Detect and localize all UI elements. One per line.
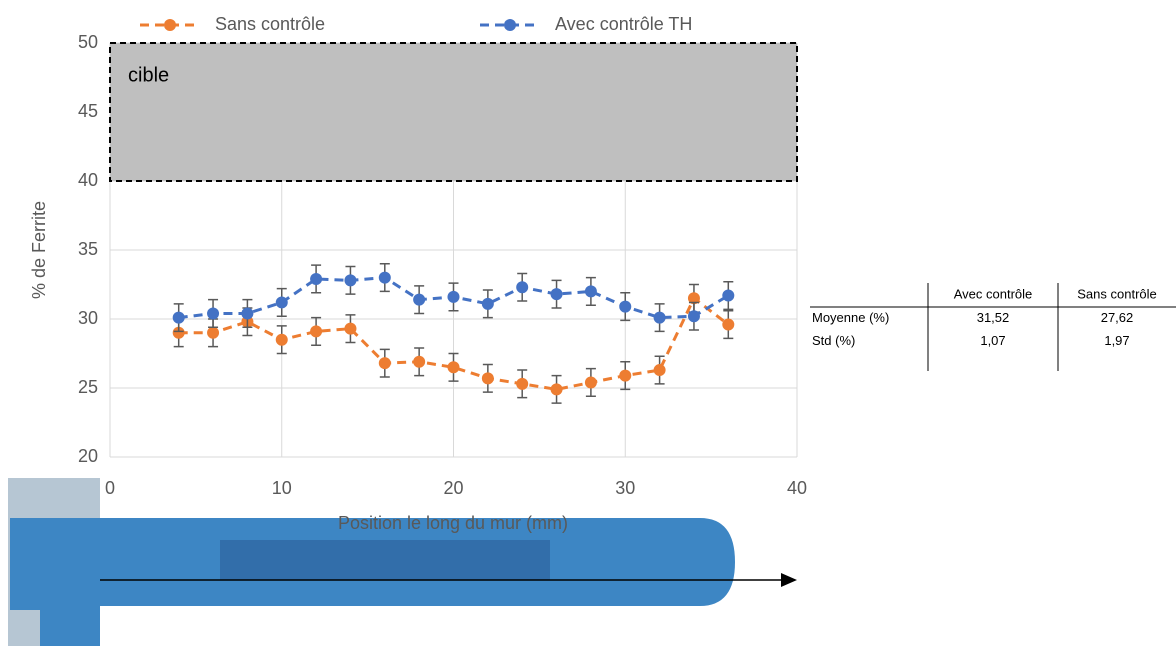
data-point — [687, 292, 700, 305]
wall-photo — [8, 478, 797, 646]
data-point — [310, 325, 323, 338]
series-line — [178, 295, 730, 391]
data-point — [447, 361, 460, 374]
data-point — [241, 307, 254, 320]
x-tick-label: 10 — [272, 478, 292, 498]
y-tick-label: 30 — [78, 308, 98, 328]
y-tick-label: 25 — [78, 377, 98, 397]
data-point — [722, 289, 735, 302]
table-row-label: Std (%) — [812, 333, 855, 348]
data-point — [207, 307, 220, 320]
target-label: cible — [128, 64, 169, 86]
data-point — [653, 311, 666, 324]
data-point — [378, 271, 391, 284]
data-point — [550, 288, 563, 301]
data-point — [619, 369, 632, 382]
data-point — [516, 377, 529, 390]
data-point — [378, 357, 391, 370]
table-header: Sans contrôle — [1077, 286, 1157, 301]
x-tick-label: 30 — [615, 478, 635, 498]
data-point — [413, 355, 426, 368]
data-point — [172, 326, 185, 339]
data-point — [584, 376, 597, 389]
data-point — [207, 326, 220, 339]
data-point — [722, 318, 735, 331]
data-point — [584, 285, 597, 298]
y-tick-label: 20 — [78, 446, 98, 466]
legend-label: Avec contrôle TH — [555, 14, 692, 34]
table-cell: 1,07 — [980, 333, 1005, 348]
table-cell: 31,52 — [977, 310, 1010, 325]
data-point — [481, 372, 494, 385]
y-tick-label: 35 — [78, 239, 98, 259]
legend-label: Sans contrôle — [215, 14, 325, 34]
x-tick-label: 0 — [105, 478, 115, 498]
table-header: Avec contrôle — [954, 286, 1033, 301]
table-cell: 27,62 — [1101, 310, 1134, 325]
target-zone — [109, 42, 798, 182]
data-point — [310, 272, 323, 285]
data-point — [275, 296, 288, 309]
data-point — [653, 364, 666, 377]
data-point — [550, 383, 563, 396]
data-point — [344, 274, 357, 287]
y-axis-title: % de Ferrite — [29, 201, 49, 299]
legend-marker — [504, 19, 516, 31]
data-point — [344, 322, 357, 335]
y-tick-label: 45 — [78, 101, 98, 121]
x-tick-label: 40 — [787, 478, 807, 498]
stats-table: Avec contrôle Sans contrôle Moyenne (%) 31,… — [810, 283, 1176, 371]
data-point — [619, 300, 632, 313]
x-tick-label: 20 — [443, 478, 463, 498]
data-point — [687, 310, 700, 323]
data-point — [447, 290, 460, 303]
data-point — [275, 333, 288, 346]
table-row-label: Moyenne (%) — [812, 310, 889, 325]
data-point — [172, 311, 185, 324]
data-point — [413, 293, 426, 306]
y-tick-label: 50 — [78, 32, 98, 52]
data-point — [481, 297, 494, 310]
x-axis-title: Position le long du mur (mm) — [338, 513, 568, 533]
legend-marker — [164, 19, 176, 31]
table-cell: 1,97 — [1104, 333, 1129, 348]
y-tick-label: 40 — [78, 170, 98, 190]
data-point — [516, 281, 529, 294]
